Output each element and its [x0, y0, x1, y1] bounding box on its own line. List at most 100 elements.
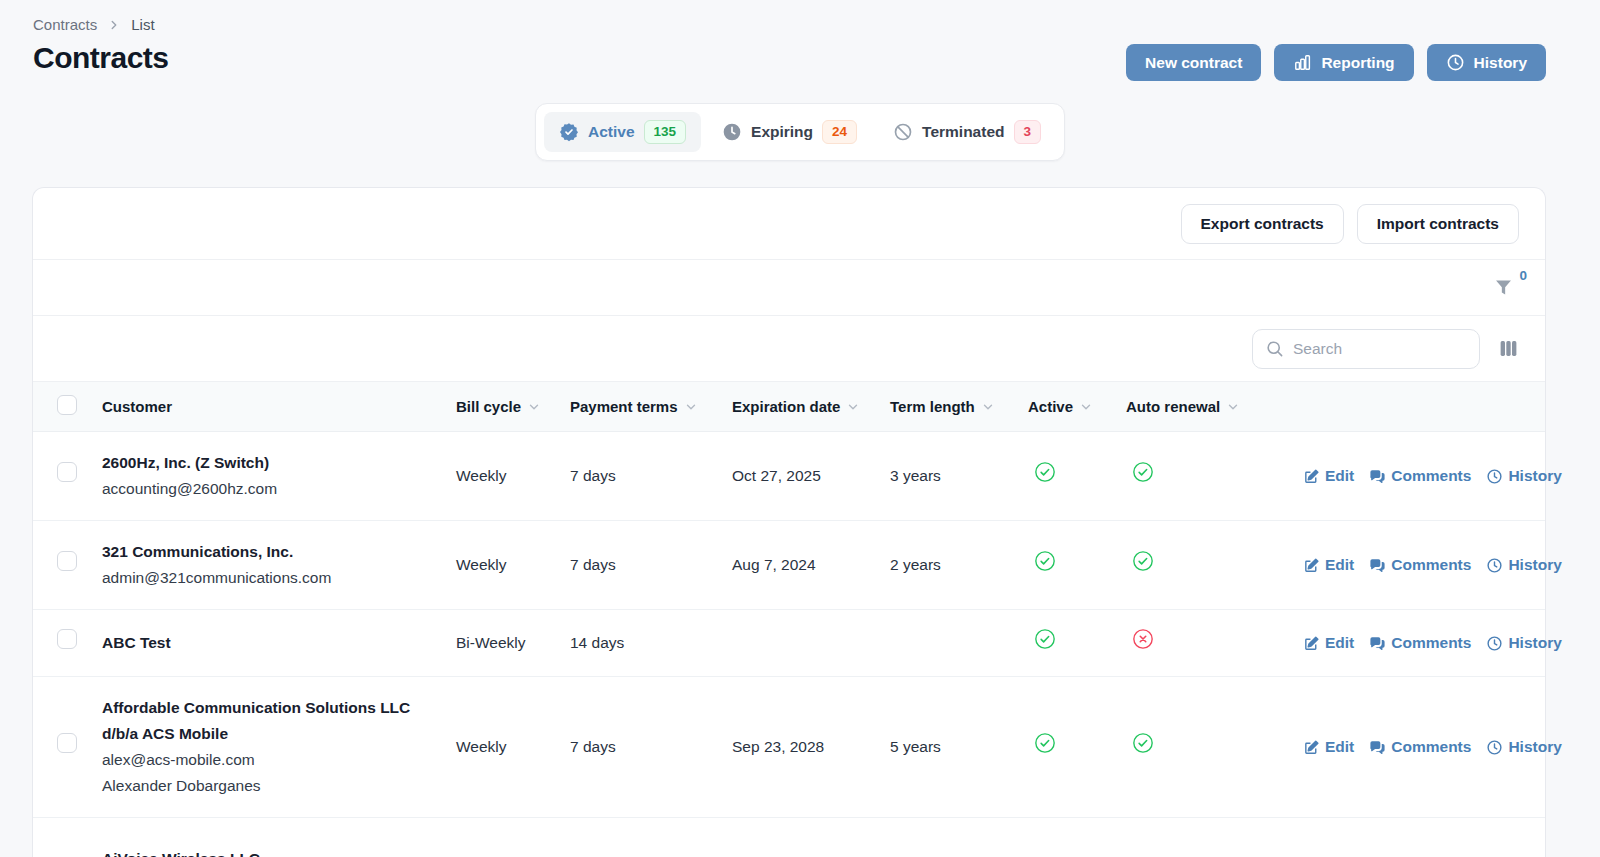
select-all-checkbox[interactable] [57, 395, 77, 415]
column-label: Bill cycle [456, 398, 521, 415]
auto-renewal-status [1126, 461, 1303, 491]
row-checkbox[interactable] [57, 733, 77, 753]
chevron-down-icon [527, 400, 541, 414]
edit-icon [1303, 739, 1320, 756]
contracts-card: Export contracts Import contracts 0 Cust… [32, 187, 1546, 857]
history-button[interactable]: History [1486, 630, 1561, 656]
column-label: Payment terms [570, 398, 678, 415]
history-label: History [1508, 734, 1561, 760]
table-body: 2600Hz, Inc. (Z Switch) accounting@2600h… [33, 432, 1545, 857]
tab-active[interactable]: Active 135 [544, 112, 701, 152]
comments-label: Comments [1391, 552, 1471, 578]
customer-cell: Affordable Communication Solutions LLC d… [102, 695, 442, 799]
comments-button[interactable]: Comments [1369, 552, 1471, 578]
clock-icon [1486, 468, 1503, 485]
customer-name: ABC Test [102, 630, 422, 656]
row-checkbox[interactable] [57, 629, 77, 649]
search-icon [1265, 339, 1284, 358]
term-length-value: 5 years [890, 734, 1028, 760]
column-label: Auto renewal [1126, 398, 1220, 415]
comments-button[interactable]: Comments [1369, 734, 1471, 760]
filter-button[interactable]: 0 [1493, 277, 1514, 298]
chevron-down-icon [1226, 400, 1240, 414]
reporting-label: Reporting [1321, 54, 1394, 72]
comments-button[interactable]: Comments [1369, 463, 1471, 489]
edit-button[interactable]: Edit [1303, 463, 1354, 489]
tab-expiring[interactable]: Expiring 24 [707, 112, 872, 152]
edit-button[interactable]: Edit [1303, 552, 1354, 578]
history-button[interactable]: History [1486, 734, 1561, 760]
customer-subline: admin@321communications.com [102, 565, 422, 591]
bill-cycle-value: Bi-Weekly [456, 630, 570, 656]
new-contract-label: New contract [1145, 54, 1242, 72]
row-checkbox[interactable] [57, 462, 77, 482]
page-title: Contracts [33, 39, 169, 77]
filter-count-badge: 0 [1519, 268, 1527, 283]
edit-label: Edit [1325, 630, 1354, 656]
edit-icon [1303, 468, 1320, 485]
history-button[interactable]: History [1486, 463, 1561, 489]
bill-cycle-value: Weekly [456, 734, 570, 760]
history-button[interactable]: History [1427, 44, 1546, 81]
column-header-expiration-date[interactable]: Expiration date [732, 398, 890, 415]
comments-button[interactable]: Comments [1369, 630, 1471, 656]
column-header-payment-terms[interactable]: Payment terms [570, 398, 732, 415]
comments-label: Comments [1391, 463, 1471, 489]
tab-terminated[interactable]: Terminated 3 [878, 112, 1056, 152]
table-header: Customer Bill cycle Payment terms Expira… [33, 382, 1545, 432]
import-contracts-button[interactable]: Import contracts [1357, 204, 1519, 244]
breadcrumb-contracts[interactable]: Contracts [33, 16, 97, 33]
customer-subline: Alexander Dobarganes [102, 773, 422, 799]
edit-button[interactable]: Edit [1303, 734, 1354, 760]
tab-terminated-label: Terminated [922, 123, 1004, 141]
customer-cell: AiVoice Wireless LLC [102, 846, 442, 857]
table-row: Affordable Communication Solutions LLC d… [33, 677, 1545, 818]
active-status [1028, 732, 1126, 762]
customer-name: 2600Hz, Inc. (Z Switch) [102, 450, 422, 476]
chevron-down-icon [1079, 400, 1093, 414]
check-circle-icon [1034, 628, 1056, 650]
columns-toggle-button[interactable] [1498, 338, 1519, 359]
search-input[interactable] [1293, 340, 1467, 358]
customer-name: 321 Communications, Inc. [102, 539, 422, 565]
row-actions: Edit Comments History [1303, 463, 1562, 489]
history-label: History [1474, 54, 1527, 72]
column-header-active[interactable]: Active [1028, 398, 1126, 415]
chevron-down-icon [684, 400, 698, 414]
tab-expiring-count: 24 [822, 120, 857, 144]
table-row: 2600Hz, Inc. (Z Switch) accounting@2600h… [33, 432, 1545, 521]
tab-expiring-label: Expiring [751, 123, 813, 141]
history-button[interactable]: History [1486, 552, 1561, 578]
column-label: Expiration date [732, 398, 840, 415]
comments-label: Comments [1391, 734, 1471, 760]
row-checkbox[interactable] [57, 551, 77, 571]
term-length-value: 2 years [890, 552, 1028, 578]
active-status [1028, 461, 1126, 491]
edit-button[interactable]: Edit [1303, 630, 1354, 656]
reporting-button[interactable]: Reporting [1274, 44, 1413, 81]
edit-label: Edit [1325, 552, 1354, 578]
column-header-bill-cycle[interactable]: Bill cycle [456, 398, 570, 415]
status-tabbar: Active 135 Expiring 24 Terminated 3 [535, 103, 1065, 161]
auto-renewal-status [1126, 550, 1303, 580]
auto-renewal-status [1126, 628, 1303, 658]
check-circle-icon [1132, 550, 1154, 572]
row-actions: Edit Comments History [1303, 552, 1562, 578]
column-header-term-length[interactable]: Term length [890, 398, 1028, 415]
clock-icon [722, 122, 742, 142]
clock-icon [1486, 739, 1503, 756]
new-contract-button[interactable]: New contract [1126, 44, 1261, 81]
customer-subline: accounting@2600hz.com [102, 476, 422, 502]
export-contracts-button[interactable]: Export contracts [1181, 204, 1344, 244]
customer-cell: 321 Communications, Inc. admin@321commun… [102, 539, 442, 591]
comments-icon [1369, 557, 1386, 574]
history-label: History [1508, 630, 1561, 656]
table-row: 321 Communications, Inc. admin@321commun… [33, 521, 1545, 610]
term-length-value: 3 years [890, 463, 1028, 489]
breadcrumb-list: List [131, 16, 154, 33]
row-actions: Edit Comments History [1303, 734, 1562, 760]
comments-label: Comments [1391, 630, 1471, 656]
header-actions: New contract Reporting History [1126, 44, 1546, 81]
column-header-auto-renewal[interactable]: Auto renewal [1126, 398, 1303, 415]
tab-active-label: Active [588, 123, 635, 141]
